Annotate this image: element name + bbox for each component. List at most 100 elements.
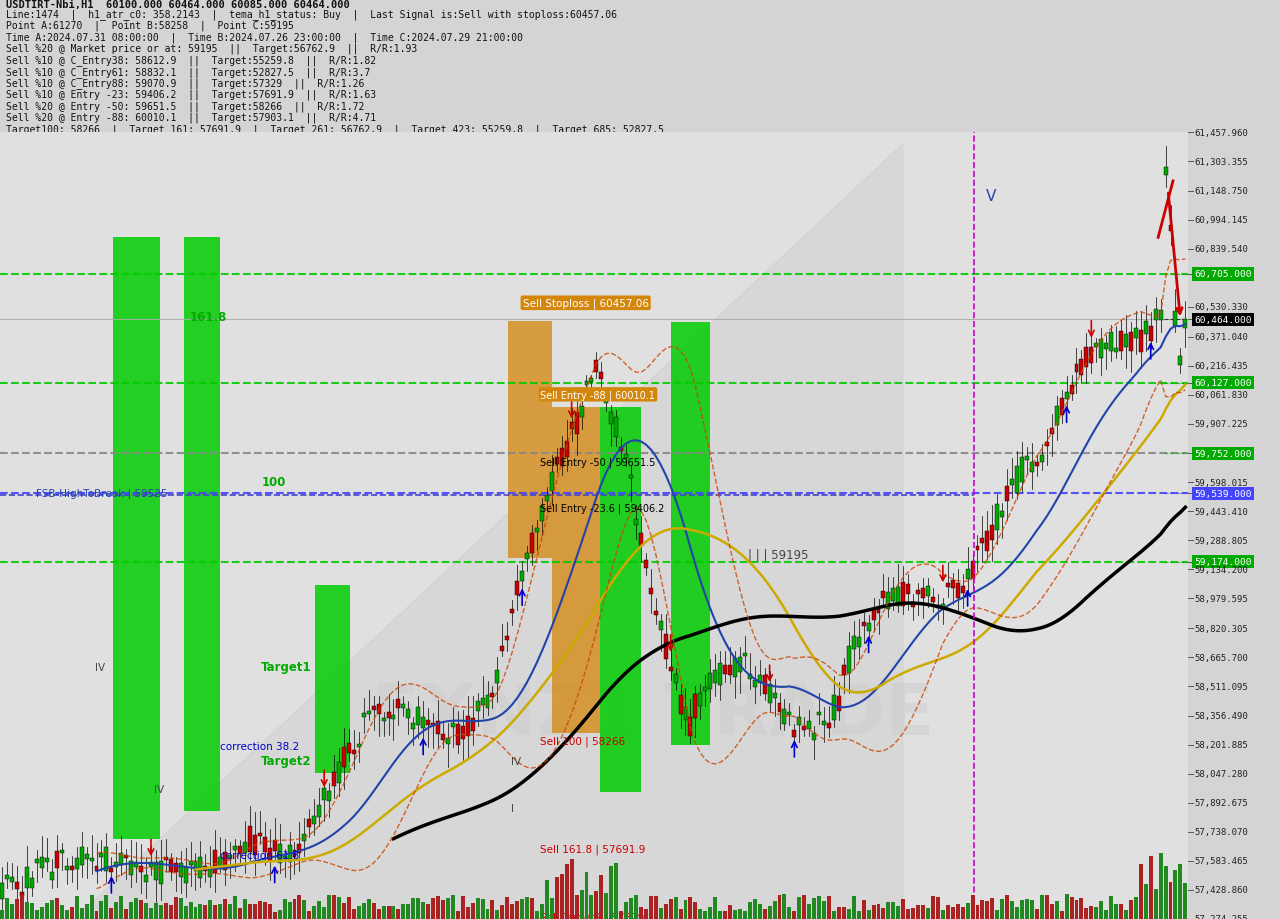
Bar <box>951 581 955 588</box>
Bar <box>1153 889 1157 919</box>
Bar <box>832 696 836 720</box>
Bar <box>184 238 220 811</box>
Bar <box>554 458 559 465</box>
Bar <box>129 861 133 875</box>
Bar <box>654 612 658 616</box>
Bar <box>713 898 717 919</box>
Bar <box>436 896 440 919</box>
Bar <box>553 407 600 732</box>
Bar <box>262 837 266 852</box>
Bar <box>445 738 449 744</box>
Bar <box>1044 442 1048 447</box>
Bar <box>1148 326 1153 341</box>
Bar <box>337 897 340 919</box>
Bar <box>198 857 202 879</box>
Bar <box>451 723 454 727</box>
Bar <box>1164 867 1167 919</box>
Bar <box>283 899 287 919</box>
Bar <box>867 623 870 631</box>
Bar <box>540 904 544 919</box>
Text: 60,464.000: 60,464.000 <box>1194 315 1252 324</box>
Text: 59,443.410: 59,443.410 <box>1194 507 1248 516</box>
Bar <box>525 897 529 919</box>
Bar <box>604 400 608 403</box>
Bar <box>980 539 984 544</box>
Bar <box>1060 911 1064 919</box>
Bar <box>1065 894 1069 919</box>
Bar <box>134 862 138 867</box>
Bar <box>797 718 801 725</box>
Bar <box>699 909 703 919</box>
Bar <box>1015 467 1019 494</box>
Bar <box>634 519 637 525</box>
Bar <box>668 667 672 672</box>
Bar <box>1164 168 1167 176</box>
Bar <box>723 665 727 675</box>
Bar <box>451 895 454 919</box>
Bar <box>901 583 905 606</box>
Text: 57,892.675: 57,892.675 <box>1194 799 1248 808</box>
Bar <box>5 876 9 879</box>
Bar <box>55 898 59 919</box>
Bar <box>599 876 603 919</box>
Bar <box>609 413 613 425</box>
Bar <box>164 857 168 860</box>
Bar <box>797 897 801 919</box>
Bar <box>896 906 900 919</box>
Bar <box>530 899 534 919</box>
Bar <box>114 902 118 919</box>
Bar <box>1089 906 1093 919</box>
Bar <box>753 900 756 919</box>
Bar <box>223 852 227 869</box>
Text: Sell Entry -88 | 60010.1: Sell Entry -88 | 60010.1 <box>540 390 655 400</box>
Bar <box>456 724 460 745</box>
Bar <box>1119 332 1123 351</box>
Bar <box>911 602 915 607</box>
Bar <box>792 912 796 919</box>
Bar <box>421 717 425 729</box>
Text: IV: IV <box>511 756 521 766</box>
Bar <box>40 907 44 919</box>
Bar <box>703 911 708 919</box>
Text: 57,274.255: 57,274.255 <box>1194 914 1248 919</box>
Text: V: V <box>986 188 996 203</box>
Bar <box>328 791 332 801</box>
Bar <box>1110 333 1114 352</box>
Bar <box>1179 864 1183 919</box>
Bar <box>803 895 806 919</box>
Bar <box>471 903 475 919</box>
Bar <box>1174 312 1178 326</box>
Bar <box>585 872 589 919</box>
Bar <box>545 880 549 919</box>
Bar <box>742 652 746 656</box>
Bar <box>1070 897 1074 919</box>
Text: Sell 161.8 | 57691.9: Sell 161.8 | 57691.9 <box>540 844 646 855</box>
Text: 60,839.540: 60,839.540 <box>1194 244 1248 254</box>
Bar <box>550 472 554 492</box>
Bar <box>480 698 485 706</box>
Bar <box>867 911 870 919</box>
Text: 57,583.465: 57,583.465 <box>1194 857 1248 866</box>
Bar <box>748 675 751 679</box>
Bar <box>476 701 480 710</box>
Bar <box>15 899 19 919</box>
Text: Sell %10 @ Entry -23: 59406.2  ||  Target:57691.9  ||  R/R:1.63: Sell %10 @ Entry -23: 59406.2 || Target:… <box>6 89 376 100</box>
Bar <box>1184 319 1188 329</box>
Bar <box>1158 854 1162 919</box>
Bar <box>728 905 732 919</box>
Text: Sell %20 @ Entry -50: 59651.5  ||  Target:58266  ||  R/R:1.72: Sell %20 @ Entry -50: 59651.5 || Target:… <box>6 101 365 111</box>
Bar <box>293 900 297 919</box>
Bar <box>1020 900 1024 919</box>
Bar <box>436 721 440 734</box>
Bar <box>323 907 326 919</box>
Bar <box>733 658 737 677</box>
Bar <box>198 903 202 919</box>
Bar <box>872 905 876 919</box>
Bar <box>416 708 420 726</box>
Bar <box>1079 899 1083 919</box>
Bar <box>673 675 677 684</box>
Bar <box>273 912 276 919</box>
Bar <box>689 717 692 737</box>
Bar <box>148 862 152 868</box>
Bar <box>466 716 470 737</box>
